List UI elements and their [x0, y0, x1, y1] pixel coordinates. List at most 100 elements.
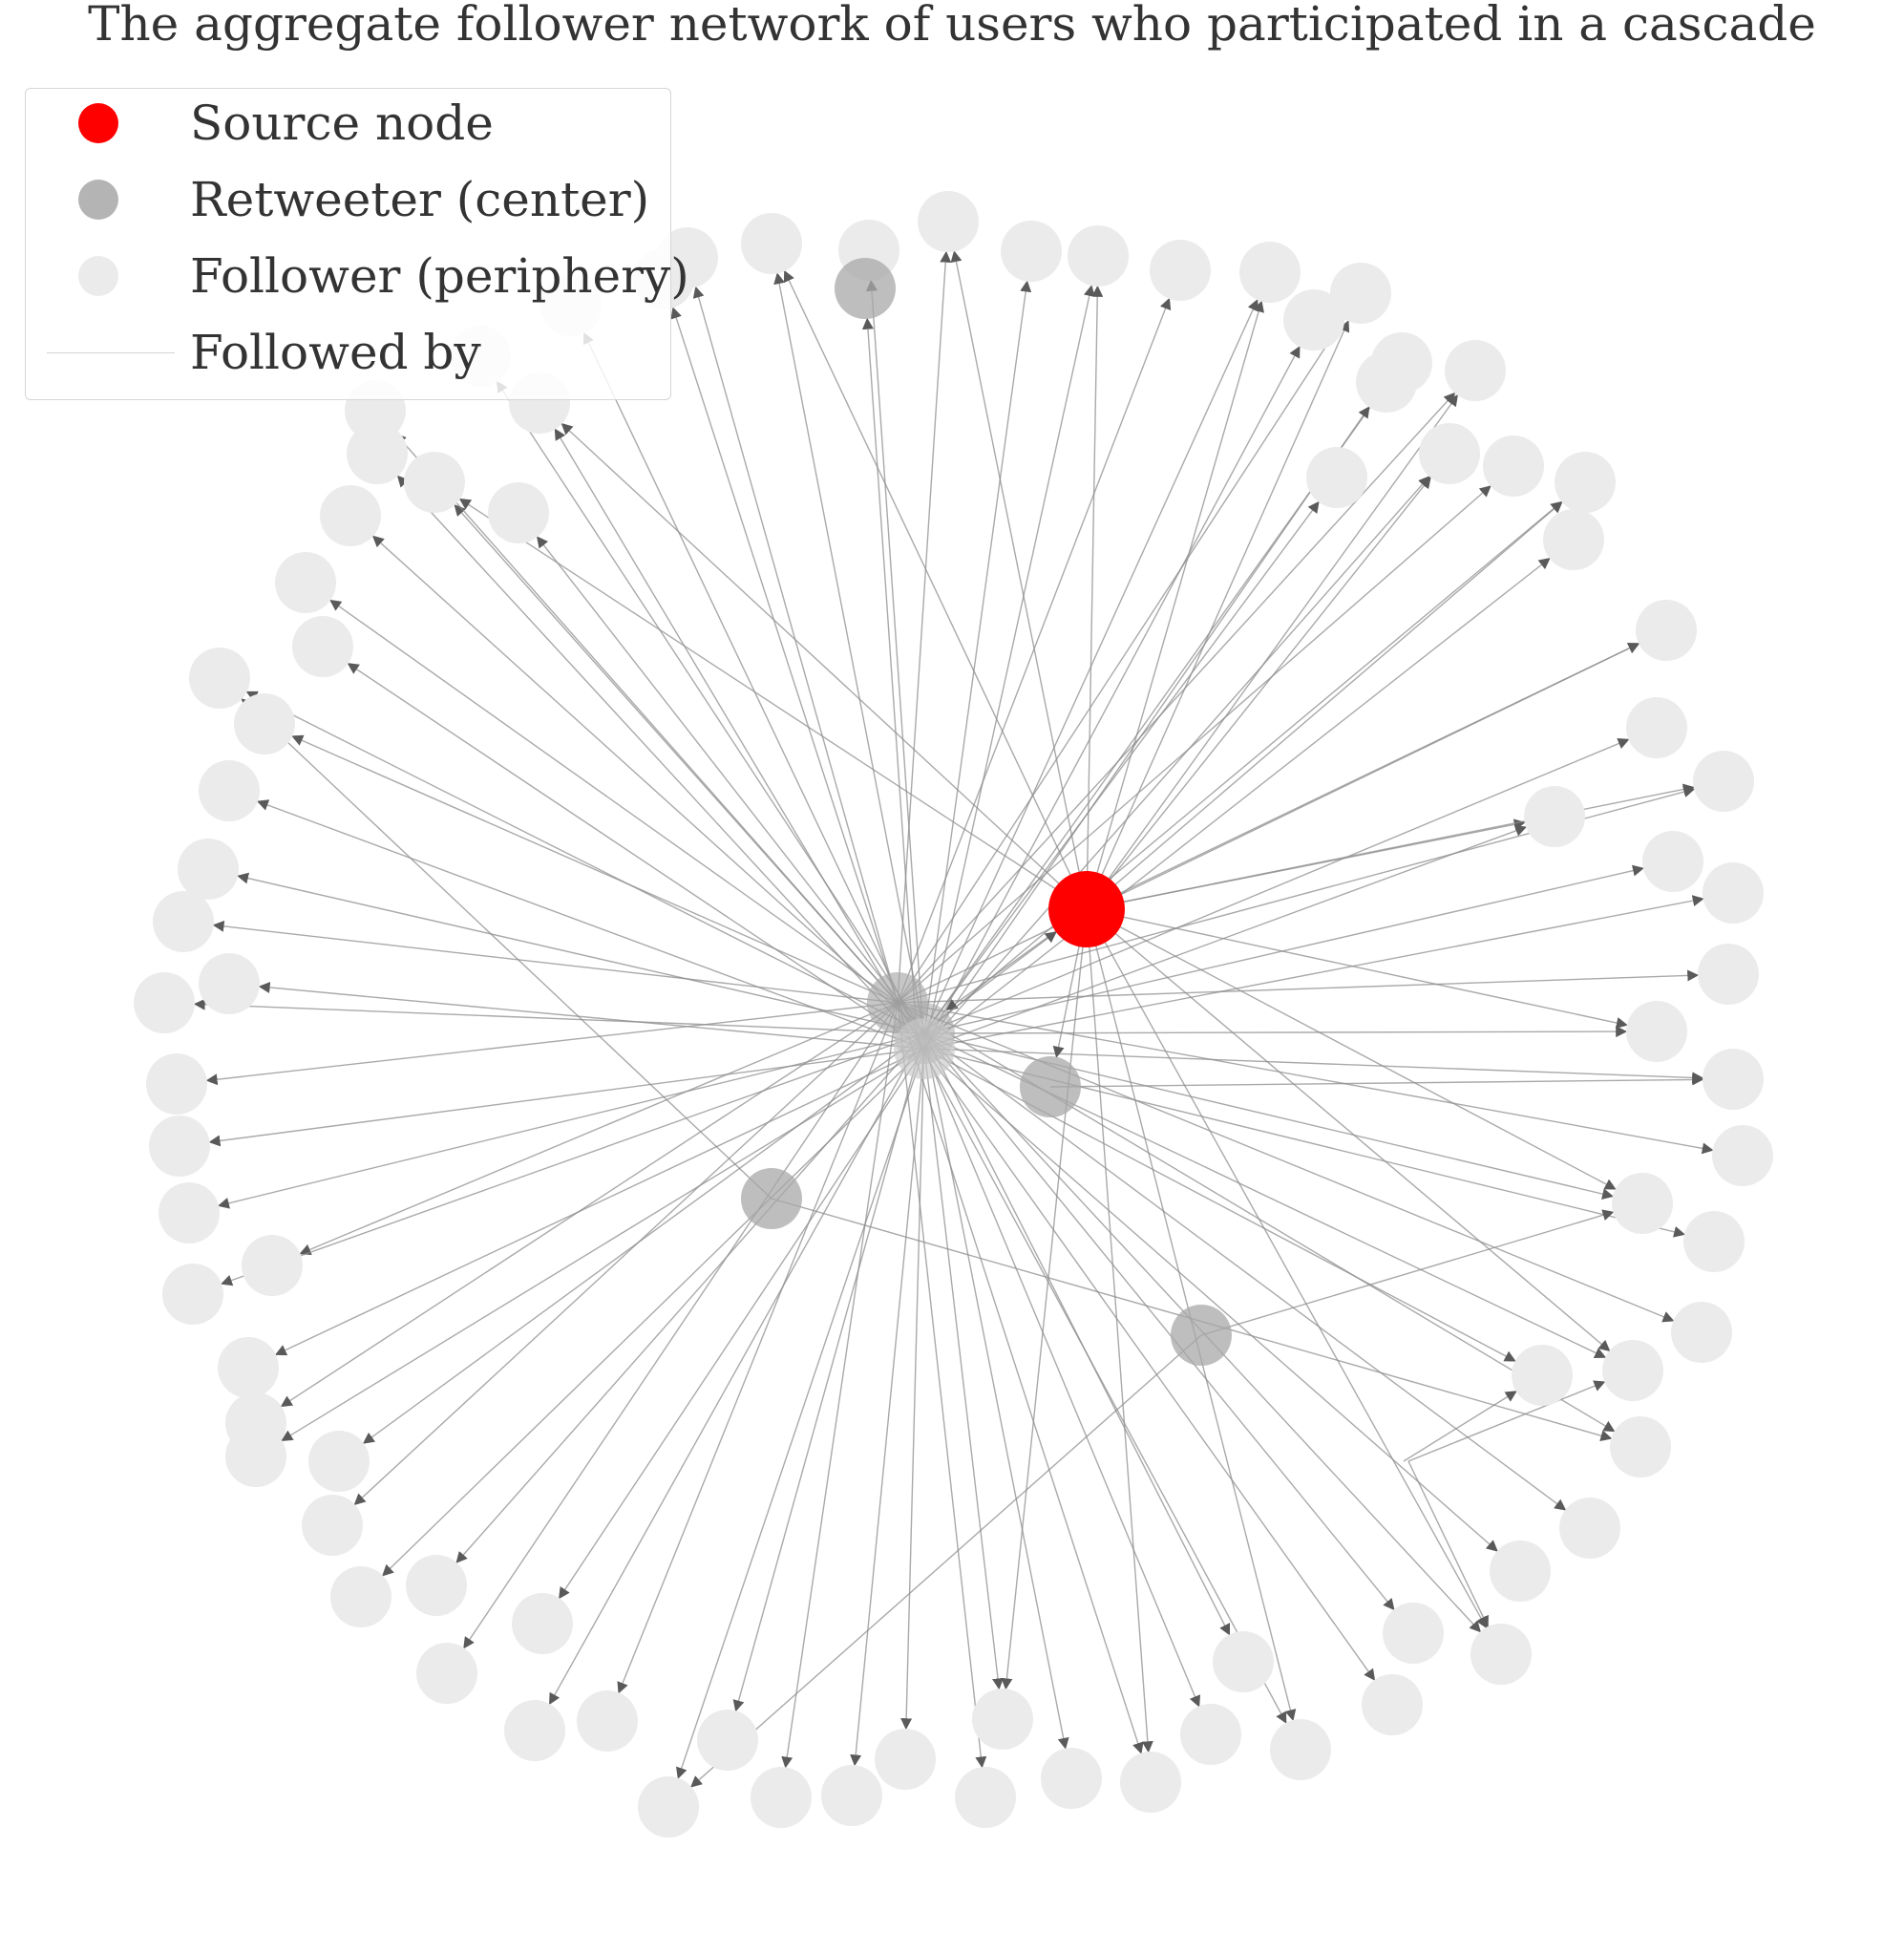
follow-edge-80 [554, 428, 925, 1050]
legend-item-edge: Followed by [26, 324, 670, 381]
follow-edge-82 [496, 380, 925, 1034]
follower-node-61 [162, 1264, 223, 1325]
follow-edge-84 [670, 307, 899, 1004]
follower-node-72 [234, 693, 295, 754]
follower-node-73 [189, 648, 250, 709]
follower-node-58 [308, 1431, 370, 1492]
follow-edge-53 [559, 1048, 925, 1600]
follower-node-31 [1602, 1340, 1663, 1401]
follower-node-5 [1068, 225, 1129, 287]
follower-node-24 [1698, 944, 1759, 1005]
follow-edge-52 [549, 1032, 925, 1706]
follow-edge-17 [923, 558, 1551, 1050]
follow-edge-42 [897, 1002, 1144, 1754]
follow-edge-116 [1403, 1391, 1517, 1462]
follow-edge-25 [923, 1026, 1628, 1038]
follow-edge-98 [1086, 908, 1611, 1352]
follower-node-77 [347, 423, 408, 484]
follow-edge-34 [923, 1032, 1567, 1511]
legend-item-follower: Follower (periphery) [26, 247, 689, 305]
follow-edge-90 [1086, 393, 1458, 910]
follower-node-64 [159, 1182, 220, 1243]
follower-node-28 [1612, 1173, 1673, 1234]
edges-layer [193, 250, 1714, 1788]
follower-node-45 [955, 1767, 1016, 1828]
follow-edge-35 [923, 1048, 1498, 1552]
follow-edge-73 [245, 691, 925, 1034]
follow-edge-91 [1086, 477, 1431, 910]
follow-edge-63 [280, 1002, 899, 1408]
follow-edge-97 [1086, 908, 1617, 1190]
follower-node-50 [638, 1776, 699, 1838]
follow-edge-60 [299, 1002, 899, 1255]
follower-node-70 [178, 839, 239, 900]
follower-node-35 [1490, 1541, 1551, 1602]
follow-edge-54 [463, 1002, 899, 1649]
follow-edge-50 [676, 1048, 925, 1779]
follower-node-66 [146, 1053, 207, 1115]
follow-edge-43 [923, 1032, 1069, 1750]
follow-edge-113 [690, 1334, 1202, 1788]
follow-edge-68 [258, 982, 925, 1050]
follower-node-9 [1330, 263, 1391, 324]
follower-node-43 [1041, 1748, 1102, 1809]
follow-edge-93 [1086, 643, 1640, 910]
follower-node-1 [741, 213, 802, 274]
follow-edge-66 [205, 1002, 899, 1086]
follow-edge-115 [1407, 1460, 1489, 1628]
follow-edge-1 [773, 272, 925, 1034]
follower-node-44 [972, 1689, 1033, 1750]
follower-node-42 [1120, 1752, 1181, 1813]
follow-edge-72 [291, 734, 899, 1004]
follower-node-48 [751, 1767, 812, 1828]
follow-edge-6 [897, 297, 1172, 1004]
follower-node-3 [918, 191, 979, 252]
follow-edge-89 [1086, 320, 1350, 910]
follower-node-36 [1470, 1624, 1532, 1685]
follower-node-21 [1693, 751, 1754, 812]
follow-edge-61 [221, 1032, 925, 1286]
follow-edge-9 [897, 317, 1345, 1004]
follow-edge-99 [1086, 908, 1488, 1629]
follow-edge-64 [217, 1032, 925, 1209]
follow-edge-55 [455, 1032, 925, 1563]
follower-node-67 [134, 972, 195, 1033]
follow-edge-96 [1086, 908, 1628, 1029]
follower-node-49 [697, 1710, 758, 1771]
follow-edge-114 [1407, 1380, 1606, 1462]
follow-edge-4 [923, 280, 1032, 1034]
follower-node-marker-icon [78, 256, 118, 296]
follow-edge-62 [274, 1048, 925, 1356]
follower-node-17 [1543, 509, 1604, 570]
follower-node-55 [406, 1555, 467, 1616]
follower-node-60 [242, 1235, 303, 1296]
follow-edge-5 [923, 285, 1095, 1050]
follow-edge-27 [897, 1002, 1714, 1155]
follower-node-41 [1180, 1704, 1241, 1765]
retweeter-node-marker-icon [78, 180, 118, 220]
follow-edge-67 [193, 998, 925, 1034]
retweeter-node-87 [1020, 1056, 1081, 1117]
follower-node-56 [330, 1566, 391, 1627]
legend-item-retweeter: Retweeter (center) [26, 171, 670, 228]
follower-node-79 [488, 482, 549, 543]
follow-edge-37 [923, 1032, 1395, 1611]
follower-node-57 [302, 1495, 363, 1556]
follower-node-63 [225, 1392, 286, 1454]
follower-node-52 [504, 1700, 565, 1761]
follower-node-27 [1712, 1125, 1773, 1186]
follower-node-18 [1636, 600, 1697, 661]
follower-node-53 [512, 1593, 573, 1654]
legend-label-retweeter: Retweeter (center) [190, 172, 650, 227]
follower-node-30 [1671, 1302, 1732, 1363]
follower-node-6 [1150, 240, 1211, 301]
follow-edge-58 [362, 1032, 925, 1444]
follower-node-16 [1555, 452, 1616, 513]
nodes-layer [134, 191, 1773, 1838]
retweeter-node-85 [835, 258, 896, 319]
follow-edge-74 [347, 663, 925, 1050]
follow-edge-65 [208, 1048, 925, 1147]
follower-node-65 [149, 1116, 210, 1177]
follower-node-74 [292, 616, 353, 677]
